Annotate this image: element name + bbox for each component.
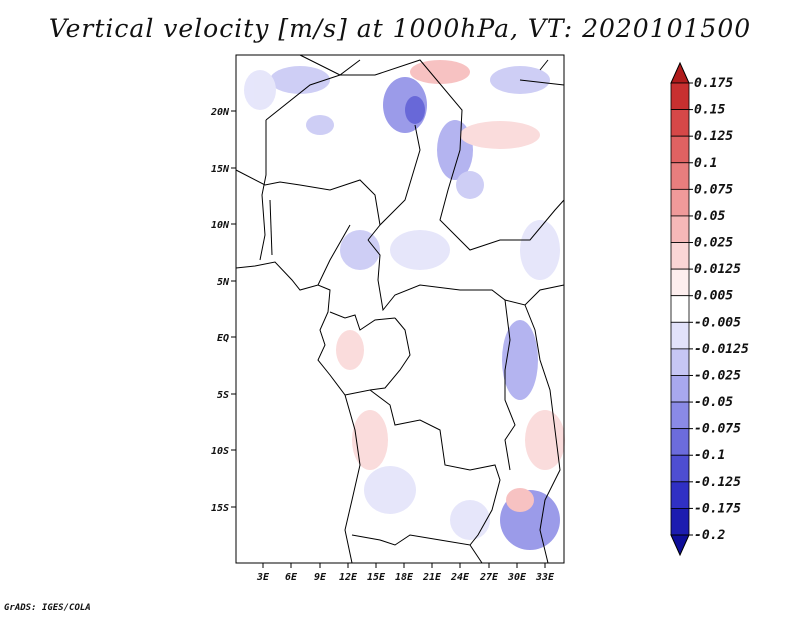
colorbar-top-arrow bbox=[670, 61, 690, 84]
lat-labels: 20N 15N 10N 5N EQ 5S 10S 15S bbox=[210, 107, 230, 514]
colorbar-segment bbox=[670, 401, 690, 430]
colorbar: 0.175 0.15 0.125 0.1 0.075 0.05 0.025 0.0125 0.0… bbox=[670, 61, 749, 557]
colorbar-label: -0.1 bbox=[694, 448, 725, 463]
colorbar-label: -0.125 bbox=[694, 475, 741, 490]
map-title: Vertical velocity [m/s] at 1000hPa, VT: … bbox=[48, 14, 752, 43]
lon-labels: 3E 6E 9E 12E 15E 18E 21E 24E 27E 30E 33E bbox=[256, 572, 555, 583]
colorbar-label: 0.075 bbox=[694, 182, 733, 197]
colorbar-segment bbox=[670, 481, 690, 509]
lon-label: 6E bbox=[285, 572, 298, 583]
lat-label: 15N bbox=[211, 164, 230, 175]
colorbar-segment bbox=[670, 454, 690, 483]
colorbar-label: 0.1 bbox=[694, 156, 717, 171]
country-borders bbox=[235, 54, 565, 564]
colorbar-label: -0.025 bbox=[694, 368, 741, 383]
lon-label: 18E bbox=[395, 572, 414, 583]
colorbar-label: -0.2 bbox=[694, 528, 725, 543]
colorbar-label: 0.025 bbox=[694, 236, 733, 251]
colorbar-segment bbox=[670, 375, 690, 403]
colorbar-label: -0.075 bbox=[694, 422, 741, 437]
colorbar-label: -0.0125 bbox=[694, 342, 749, 357]
colorbar-segment bbox=[670, 242, 690, 270]
colorbar-label: 0.05 bbox=[694, 209, 725, 224]
colorbar-segment bbox=[670, 188, 690, 217]
colorbar-segment bbox=[670, 268, 690, 297]
colorbar-label: 0.0125 bbox=[694, 262, 741, 277]
colorbar-segment bbox=[670, 348, 690, 376]
colorbar-segment bbox=[670, 508, 690, 536]
colorbar-label: 0.125 bbox=[694, 129, 733, 144]
lon-label: 9E bbox=[314, 572, 327, 583]
colorbar-label: -0.005 bbox=[694, 315, 741, 330]
grads-credit: GrADS: IGES/COLA bbox=[4, 603, 91, 613]
lat-label: 20N bbox=[210, 107, 230, 118]
colorbar-segment bbox=[670, 82, 690, 110]
colorbar-segment bbox=[670, 428, 690, 456]
velocity-field bbox=[244, 60, 565, 550]
lon-label: 30E bbox=[507, 572, 527, 583]
lat-label: 5S bbox=[217, 390, 229, 401]
colorbar-segment bbox=[670, 321, 690, 350]
colorbar-segment bbox=[670, 162, 690, 190]
colorbar-label: 0.005 bbox=[694, 289, 733, 304]
map-frame bbox=[235, 54, 565, 564]
colorbar-segment bbox=[670, 135, 690, 164]
lat-label: 15S bbox=[211, 503, 229, 514]
map-panel bbox=[235, 54, 565, 564]
colorbar-segment bbox=[670, 109, 690, 137]
colorbar-label: 0.15 bbox=[694, 103, 725, 118]
lon-label: 27E bbox=[479, 572, 499, 583]
lon-label: 3E bbox=[256, 572, 270, 583]
colorbar-label: 0.175 bbox=[694, 76, 733, 91]
colorbar-label: -0.05 bbox=[694, 395, 733, 410]
lon-label: 15E bbox=[367, 572, 386, 583]
lon-label: 21E bbox=[422, 572, 442, 583]
lon-ticks bbox=[262, 563, 546, 568]
colorbar-segment bbox=[670, 215, 690, 243]
lat-label: 5N bbox=[217, 277, 230, 288]
lon-label: 12E bbox=[339, 572, 358, 583]
lat-label: EQ bbox=[217, 333, 229, 344]
colorbar-segment bbox=[670, 295, 690, 323]
colorbar-label: -0.175 bbox=[694, 501, 741, 516]
lat-ticks bbox=[231, 110, 236, 508]
lat-label: 10N bbox=[211, 220, 230, 231]
lat-label: 10S bbox=[211, 446, 229, 457]
lon-label: 33E bbox=[535, 572, 555, 583]
colorbar-bottom-arrow bbox=[670, 534, 690, 557]
lon-label: 24E bbox=[450, 572, 470, 583]
